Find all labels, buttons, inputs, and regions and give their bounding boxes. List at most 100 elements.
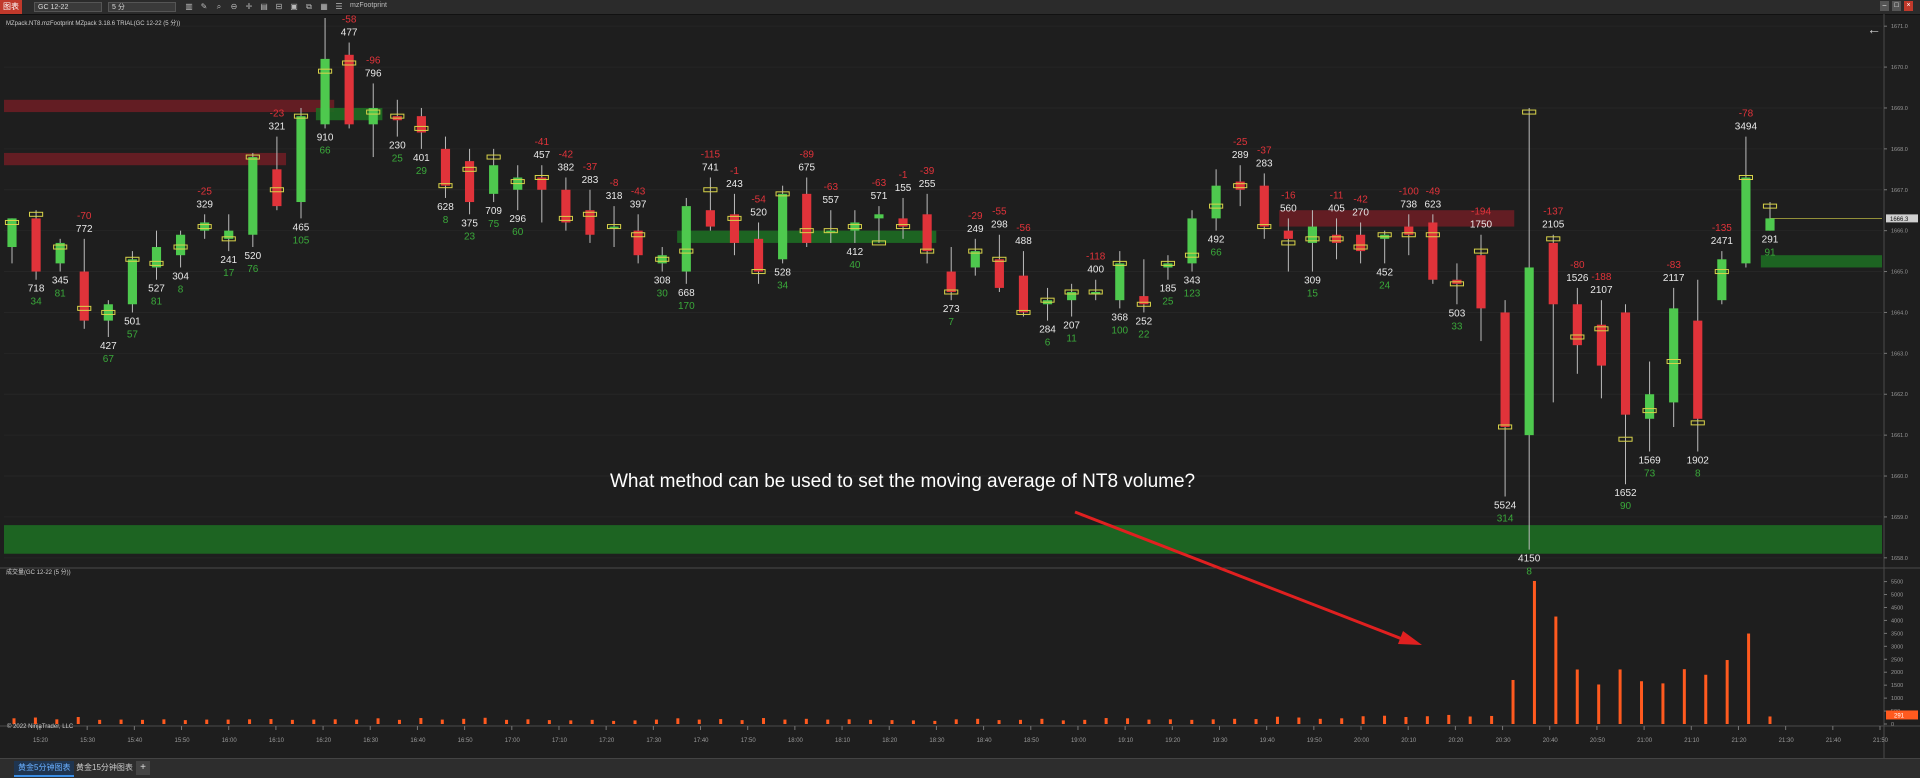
tab-gold-15min[interactable]: 黄金15分钟图表 — [76, 763, 133, 772]
volume-bar — [1383, 715, 1387, 724]
delta-label: 15 — [1307, 289, 1319, 300]
poc-marker — [1088, 289, 1103, 295]
crosshair-icon[interactable]: ✛ — [245, 2, 253, 11]
volume-bar — [954, 719, 958, 724]
candle-body — [1596, 324, 1607, 366]
instrument-select[interactable]: GC 12-22 — [34, 2, 102, 12]
volume-label: 492 — [1208, 235, 1225, 246]
time-tick-label: 20:00 — [1354, 738, 1370, 744]
strategy-icon[interactable]: ⧉ — [306, 2, 312, 11]
volume-bar — [1768, 716, 1772, 724]
volume-bar — [1597, 684, 1601, 724]
volume-label: 241 — [220, 255, 237, 266]
volume-bar — [1061, 720, 1065, 724]
minimize-button[interactable]: – — [1880, 1, 1889, 11]
price-axis: 1671.0 1670.0 1669.0 1668.0 1667.0 1666.0 1665… — [1884, 24, 1918, 728]
time-tick-label: 18:10 — [835, 738, 851, 744]
close-button[interactable]: × — [1904, 1, 1913, 11]
volume-label: 560 — [1280, 203, 1297, 214]
volume-bar — [312, 719, 316, 724]
volume-tick-label: 4000 — [1891, 618, 1903, 624]
volume-label: 207 — [1063, 321, 1080, 332]
poc-marker — [317, 68, 333, 74]
back-arrow-icon[interactable]: ← — [1867, 21, 1881, 37]
poc-marker — [1666, 359, 1681, 365]
add-tab-button[interactable]: + — [136, 761, 150, 775]
candle-body — [55, 242, 65, 264]
poc-marker — [1281, 240, 1296, 246]
candle-body — [1091, 292, 1101, 294]
volume-bar — [697, 719, 701, 724]
delta-label: 314 — [1497, 513, 1514, 524]
delta-label: -1 — [899, 170, 908, 181]
volume-bar — [55, 719, 59, 724]
current-price-box — [1886, 214, 1918, 223]
period-select[interactable]: 5 分 — [108, 2, 176, 12]
zoom-out-icon[interactable]: ⊖ — [230, 2, 238, 11]
time-tick-label: 18:30 — [929, 738, 945, 744]
maximize-button[interactable]: □ — [1892, 1, 1901, 11]
volume-bar — [290, 719, 294, 724]
delta-label: 57 — [127, 329, 139, 340]
sell-imbalance-zone — [1279, 210, 1515, 227]
candle-body — [7, 218, 17, 248]
volume-label: 401 — [413, 153, 430, 164]
price-tick-label: 1671.0 — [1891, 24, 1908, 30]
candle-body — [561, 189, 571, 223]
volume-label: 4150 — [1518, 554, 1541, 565]
delta-label: -135 — [1712, 223, 1732, 234]
candle-body — [1717, 259, 1727, 301]
price-tick-label: 1659.0 — [1891, 515, 1908, 521]
volume-label: 397 — [630, 199, 647, 210]
volume-label: 796 — [365, 68, 382, 79]
candle-body — [729, 214, 740, 243]
tab-gold-5min[interactable]: 黄金5分钟图表 — [14, 761, 75, 777]
poc-marker — [679, 248, 694, 254]
list-icon[interactable]: ☰ — [335, 2, 343, 11]
poc-marker — [53, 244, 68, 250]
price-tick-label: 1670.0 — [1891, 65, 1908, 71]
volume-bar — [162, 719, 166, 724]
poc-marker — [1184, 252, 1200, 258]
time-tick-label: 18:50 — [1024, 738, 1040, 744]
app-logo[interactable]: 图表 — [0, 0, 22, 14]
properties-icon[interactable]: ⊟ — [275, 2, 283, 11]
template-icon[interactable]: ▦ — [320, 2, 328, 11]
candle-body — [946, 271, 956, 292]
delta-label: 29 — [416, 166, 428, 177]
delta-label: -42 — [559, 149, 574, 160]
delta-label: 33 — [1451, 321, 1463, 332]
candle-body — [1645, 394, 1655, 419]
pencil-icon[interactable]: ✎ — [200, 2, 208, 11]
poc-marker — [125, 256, 140, 262]
volume-bar — [505, 719, 509, 724]
candle-body — [1548, 242, 1558, 305]
candle-body — [464, 161, 475, 203]
volume-label: 457 — [533, 150, 550, 161]
volume-bar — [1190, 719, 1194, 724]
volume-label: 252 — [1136, 316, 1153, 327]
candle-body — [31, 218, 41, 272]
volume-label: 5524 — [1494, 500, 1517, 511]
time-tick-label: 19:10 — [1118, 738, 1134, 744]
volume-bars — [12, 580, 1772, 724]
poc-marker — [775, 191, 790, 197]
bar-chart-icon[interactable]: ▥ — [185, 2, 193, 11]
price-tick-label: 1666.0 — [1891, 229, 1908, 235]
poc-marker — [1305, 236, 1320, 242]
candle-body — [224, 230, 234, 239]
delta-label: -137 — [1543, 207, 1563, 218]
delta-label: 76 — [247, 264, 259, 275]
zoom-icon[interactable]: ⌕ — [216, 2, 222, 11]
poc-marker — [1498, 424, 1513, 430]
candle-body — [1500, 312, 1510, 427]
document-icon[interactable]: ▤ — [260, 2, 268, 11]
chart-area[interactable]: 7183434581-707724276750157527813048-2532… — [0, 14, 1920, 758]
delta-label: -11 — [1330, 190, 1344, 201]
image-icon[interactable]: ▣ — [290, 2, 298, 11]
poc-marker — [1594, 326, 1609, 332]
volume-label: 155 — [895, 183, 912, 194]
poc-marker — [823, 228, 838, 234]
delta-label: -83 — [1666, 260, 1681, 271]
volume-label: 230 — [389, 141, 406, 152]
